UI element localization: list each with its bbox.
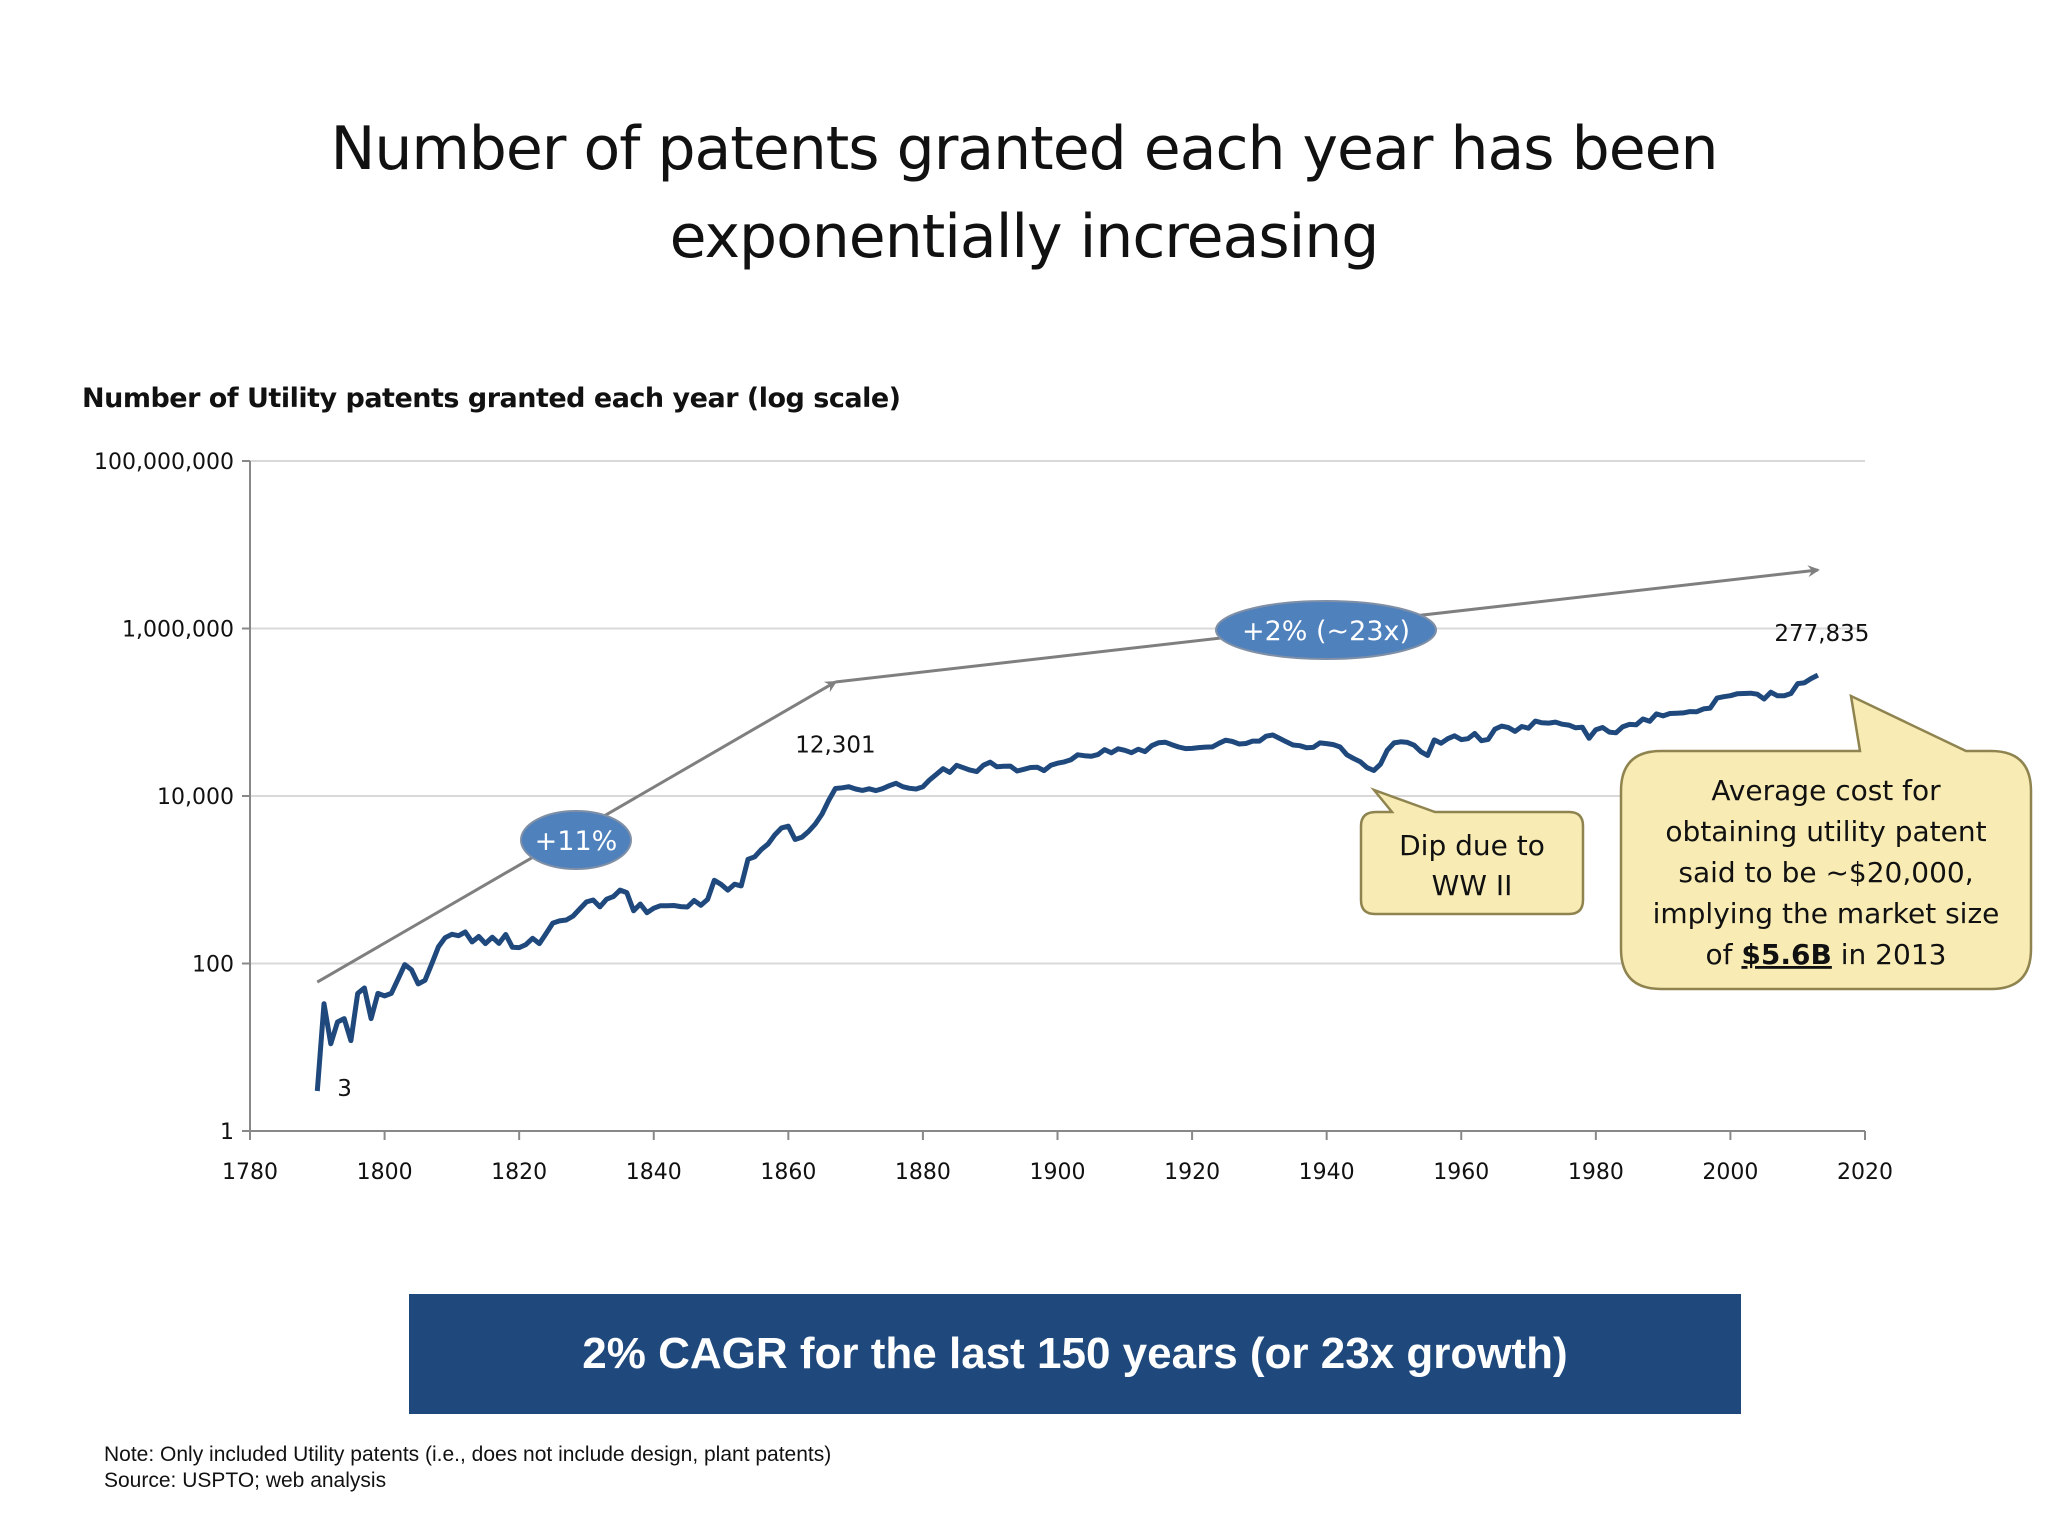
callout-market-line-1: Average cost for: [1711, 774, 1941, 807]
callout-market-line-4: implying the market size: [1653, 897, 2000, 930]
x-tick-label: 1980: [1568, 1160, 1624, 1185]
callout-ww2: Dip due to WW II: [1361, 790, 1583, 914]
x-tick-label: 1960: [1433, 1160, 1489, 1185]
market-text-before: of: [1706, 938, 1742, 971]
callout-market-line-5: of $5.6B in 2013: [1706, 938, 1947, 971]
x-tick-label: 2020: [1837, 1160, 1893, 1185]
data-label: 12,301: [795, 732, 875, 758]
callout-market-line-3: said to be ~$20,000,: [1678, 856, 1973, 889]
callout-market-line-2: obtaining utility patent: [1665, 815, 1986, 848]
x-tick-label: 1880: [895, 1160, 951, 1185]
trend-arrows: +11% +2% (~23x): [317, 570, 1818, 982]
x-tick-label: 1920: [1164, 1160, 1220, 1185]
x-tick-label: 1780: [222, 1160, 278, 1185]
y-tick-label: 1,000,000: [122, 618, 234, 643]
y-tick-label: 100,000,000: [94, 450, 234, 475]
y-tick-label: 10,000: [157, 785, 234, 810]
market-size-emphasis: $5.6B: [1741, 938, 1831, 971]
x-tick-label: 1840: [626, 1160, 682, 1185]
y-tick-label: 100: [192, 953, 234, 978]
x-tick-label: 1800: [357, 1160, 413, 1185]
x-tick-label: 1900: [1030, 1160, 1086, 1185]
data-label: 277,835: [1774, 621, 1869, 647]
callout-ww2-line-2: WW II: [1432, 869, 1513, 902]
growth-rate-label: +11%: [535, 826, 618, 857]
x-tick-label: 2000: [1702, 1160, 1758, 1185]
footnotes: Note: Only included Utility patents (i.e…: [104, 1442, 831, 1494]
callout-ww2-line-1: Dip due to: [1399, 829, 1545, 862]
cagr-banner: 2% CAGR for the last 150 years (or 23x g…: [409, 1294, 1741, 1414]
market-text-after: in 2013: [1832, 938, 1947, 971]
y-tick-label: 1: [220, 1120, 234, 1145]
x-tick-label: 1820: [491, 1160, 547, 1185]
note-text: Note: Only included Utility patents (i.e…: [104, 1442, 831, 1468]
x-tick-label: 1860: [760, 1160, 816, 1185]
data-label: 3: [337, 1076, 352, 1102]
growth-rate-label: +2% (~23x): [1242, 616, 1410, 647]
source-text: Source: USPTO; web analysis: [104, 1468, 831, 1494]
series-line-utility-patents: [317, 675, 1818, 1091]
x-tick-label: 1940: [1299, 1160, 1355, 1185]
callout-market-size: Average cost for obtaining utility paten…: [1621, 696, 2031, 989]
